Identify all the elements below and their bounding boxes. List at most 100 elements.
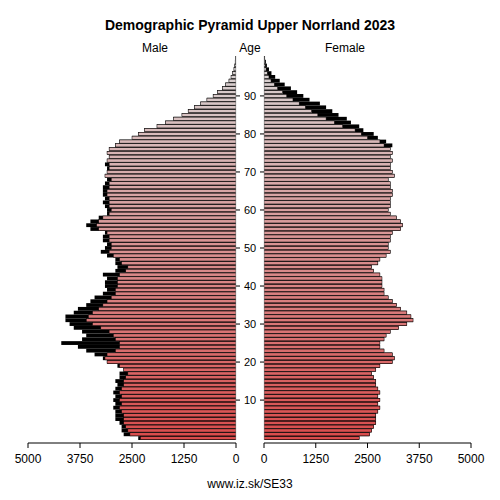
bar-male-fill <box>105 357 236 360</box>
bar-male-fill <box>120 341 236 344</box>
bar-female <box>264 189 392 193</box>
bar-male-fill <box>222 87 236 90</box>
bar-female <box>264 254 386 258</box>
bar-female-fill <box>264 250 390 253</box>
bar-female <box>264 170 392 174</box>
bar-male <box>157 124 236 128</box>
bar-female-fill <box>264 360 392 363</box>
bar-female <box>264 231 392 235</box>
bar-female <box>264 269 374 273</box>
bar-female-fill <box>264 376 374 379</box>
bar-male <box>74 311 236 315</box>
bar-female-fill <box>264 281 382 284</box>
bar-female <box>264 162 390 166</box>
bar-female <box>264 379 376 383</box>
bar-male-fill <box>109 167 236 170</box>
bar-female <box>264 200 390 204</box>
bar-female-fill <box>264 391 380 394</box>
bar-female <box>264 353 392 357</box>
bar-female-fill <box>264 292 384 295</box>
bar-female-fill <box>264 353 392 356</box>
bar-female <box>264 216 396 220</box>
bar-female <box>264 398 380 402</box>
bar-female-fill <box>264 436 359 439</box>
legend-female: Female <box>325 41 365 55</box>
tick <box>236 248 240 249</box>
bar-female-fill <box>264 379 376 382</box>
tick-label: 0 <box>233 452 240 466</box>
bar-female <box>264 90 297 94</box>
bar-male-fill <box>207 98 236 101</box>
bar-female <box>264 128 363 132</box>
bar-male <box>120 375 236 379</box>
bar-female <box>264 364 380 368</box>
bar-female <box>264 242 388 246</box>
bar-female-fill <box>264 94 287 97</box>
bar-male-fill <box>99 227 236 230</box>
bar-female-fill <box>264 273 380 276</box>
bar-male-fill <box>115 144 236 147</box>
bar-male-fill <box>109 197 236 200</box>
bar-male-fill <box>128 265 236 268</box>
bar-female-fill <box>264 121 334 124</box>
bar-female <box>264 299 392 303</box>
tick <box>471 443 472 448</box>
bar-male <box>107 212 236 216</box>
bar-male-fill <box>101 326 236 329</box>
bar-male-fill <box>226 83 236 86</box>
bar-male-fill <box>107 151 236 154</box>
bar-female <box>264 334 386 338</box>
bar-male-fill <box>103 303 236 306</box>
bar-female-fill <box>264 406 380 409</box>
legend-male: Male <box>142 41 168 55</box>
bar-male-fill <box>144 129 236 132</box>
bar-female <box>264 132 374 136</box>
bar-male-fill <box>122 402 236 405</box>
tick <box>132 443 133 448</box>
bar-male <box>115 261 236 265</box>
bar-female-fill <box>264 254 386 257</box>
tick <box>184 443 185 448</box>
bar-female-fill <box>264 117 326 120</box>
bar-female <box>264 349 384 353</box>
bar-female-fill <box>264 110 312 113</box>
bar-male-fill <box>88 315 236 318</box>
bar-female-fill <box>264 136 368 139</box>
bar-female-fill <box>264 239 390 242</box>
bar-female-fill <box>264 288 384 291</box>
bar-male-fill <box>111 243 236 246</box>
bar-female <box>264 140 386 144</box>
bar-female <box>264 368 376 372</box>
bar-male <box>109 155 236 159</box>
bar-female <box>264 174 394 178</box>
bar-female-fill <box>264 372 372 375</box>
tick <box>28 443 29 448</box>
bar-female <box>264 235 390 239</box>
bar-male <box>107 288 236 292</box>
bar-male-fill <box>109 205 236 208</box>
tick <box>236 400 240 401</box>
bar-male <box>99 216 236 220</box>
bar-female-fill <box>264 102 299 105</box>
bar-male <box>115 394 236 398</box>
bar-male <box>115 379 236 383</box>
bar-female-fill <box>264 212 390 215</box>
bar-male <box>95 353 236 357</box>
tick-label: 80 <box>244 128 256 140</box>
bar-male <box>115 269 236 273</box>
bar-female <box>264 250 390 254</box>
bar-female-fill <box>264 277 382 280</box>
bar-male <box>103 292 236 296</box>
bar-male-fill <box>115 349 236 352</box>
bar-male-fill <box>107 193 236 196</box>
bar-male <box>86 349 236 353</box>
bar-male-fill <box>120 140 236 143</box>
tick <box>260 171 264 172</box>
bar-male <box>107 159 236 163</box>
male-bars <box>61 56 236 440</box>
bar-male <box>194 105 236 109</box>
bar-male-fill <box>109 239 236 242</box>
bar-male <box>107 208 236 212</box>
bar-male-fill <box>213 94 236 97</box>
bar-female <box>264 238 390 242</box>
